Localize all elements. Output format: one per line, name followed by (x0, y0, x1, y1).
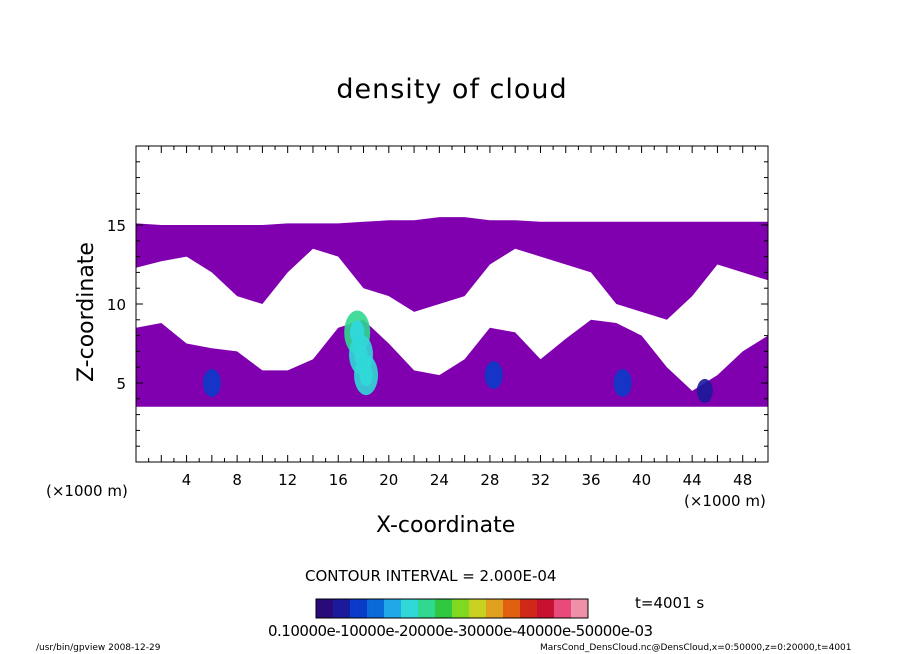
dense-spot-6 (696, 378, 713, 403)
colorbar-cell (474, 599, 481, 618)
colorbar-cell (446, 599, 453, 618)
x-tick-label: 16 (329, 471, 348, 489)
colorbar-cell (367, 599, 373, 618)
x-unit-label-right: (×1000 m) (684, 492, 766, 510)
colorbar-cell (429, 599, 436, 618)
x-tick-label: 40 (632, 471, 651, 489)
colorbar-cell (355, 599, 362, 618)
colorbar-cell (418, 599, 424, 618)
footer-source-info: MarsCond_DensCloud.nc@DensCloud,x=0:5000… (540, 643, 852, 653)
colorbar-cell (571, 599, 577, 618)
x-tick-label: 44 (683, 471, 702, 489)
x-axis-label: X-coordinate (376, 513, 516, 538)
cloud-upper-band (136, 217, 768, 320)
colorbar-cell (406, 599, 413, 618)
y-tick-label: 15 (107, 217, 126, 235)
colorbar-cell (361, 599, 368, 618)
colorbar-cell (554, 599, 560, 618)
time-label: t=4001 s (635, 594, 705, 612)
colorbar-cell (480, 599, 487, 618)
colorbar-frame (315, 598, 589, 619)
dense-spot-5 (613, 369, 632, 397)
x-tick-label: 8 (232, 471, 242, 489)
colorbar-cell (576, 599, 583, 618)
colorbar-cell (316, 599, 322, 618)
y-tick-label: 5 (116, 375, 126, 393)
colorbar-cell (486, 599, 492, 618)
y-axis-label: Z-coordinate (74, 242, 99, 382)
x-tick-label: 28 (480, 471, 499, 489)
x-tick-label: 12 (278, 471, 297, 489)
contour-interval-label: CONTOUR INTERVAL = 2.000E-04 (305, 567, 557, 585)
chart-title: density of cloud (336, 74, 568, 105)
cloud-field (136, 217, 768, 407)
cloud-lower-band (136, 319, 768, 407)
colorbar-cell (372, 599, 379, 618)
x-unit-label-left: (×1000 m) (46, 482, 128, 500)
dense-cloud-spots (202, 310, 713, 403)
colorbar-cell (457, 599, 464, 618)
colorbar-cell (520, 599, 526, 618)
colorbar-cell (338, 599, 345, 618)
colorbar-cell (491, 599, 498, 618)
colorbar-cell (423, 599, 430, 618)
colorbar-cell (412, 599, 419, 618)
colorbar-cell (344, 599, 351, 618)
dense-spot-core-3 (359, 364, 373, 387)
colorbar-cell (542, 599, 549, 618)
colorbar-cell (452, 599, 458, 618)
colorbar-cell (435, 599, 441, 618)
colorbar-cell (395, 599, 402, 618)
x-tick-label: 48 (733, 471, 752, 489)
colorbar-cell (389, 599, 396, 618)
colorbar-cell (514, 599, 521, 618)
colorbar-cell (333, 599, 339, 618)
x-tick-label: 32 (531, 471, 550, 489)
footer-program-date: /usr/bin/gpview 2008-12-29 (36, 643, 161, 653)
colorbar-cell (565, 599, 572, 618)
colorbar-cell (525, 599, 532, 618)
y-tick-label: 10 (107, 296, 126, 314)
colorbar-cell (582, 599, 589, 618)
colorbar-cell (503, 599, 509, 618)
colorbar-cell (378, 599, 385, 618)
x-tick-label: 36 (581, 471, 600, 489)
colorbar-cell (497, 599, 504, 618)
x-tick-label: 20 (379, 471, 398, 489)
colorbar-cell (401, 599, 407, 618)
colorbar-cell (469, 599, 475, 618)
colorbar-cell (321, 599, 328, 618)
colorbar-tick-labels: 0.10000e-10000e-20000e-30000e-40000e-500… (268, 622, 653, 640)
colorbar-cell (384, 599, 390, 618)
colorbar-cell (559, 599, 566, 618)
colorbar-cell (440, 599, 447, 618)
x-tick-label: 24 (430, 471, 449, 489)
colorbar-cell (531, 599, 538, 618)
colorbar-cell (537, 599, 543, 618)
colorbar-cell (508, 599, 515, 618)
dense-spot-0 (202, 369, 221, 397)
colorbar-cell (350, 599, 356, 618)
colorbar-cell (548, 599, 555, 618)
dense-spot-4 (484, 361, 503, 390)
x-tick-label: 4 (182, 471, 192, 489)
colorbar-cell (463, 599, 470, 618)
colorbar-cell (327, 599, 334, 618)
colorbar (315, 598, 589, 619)
